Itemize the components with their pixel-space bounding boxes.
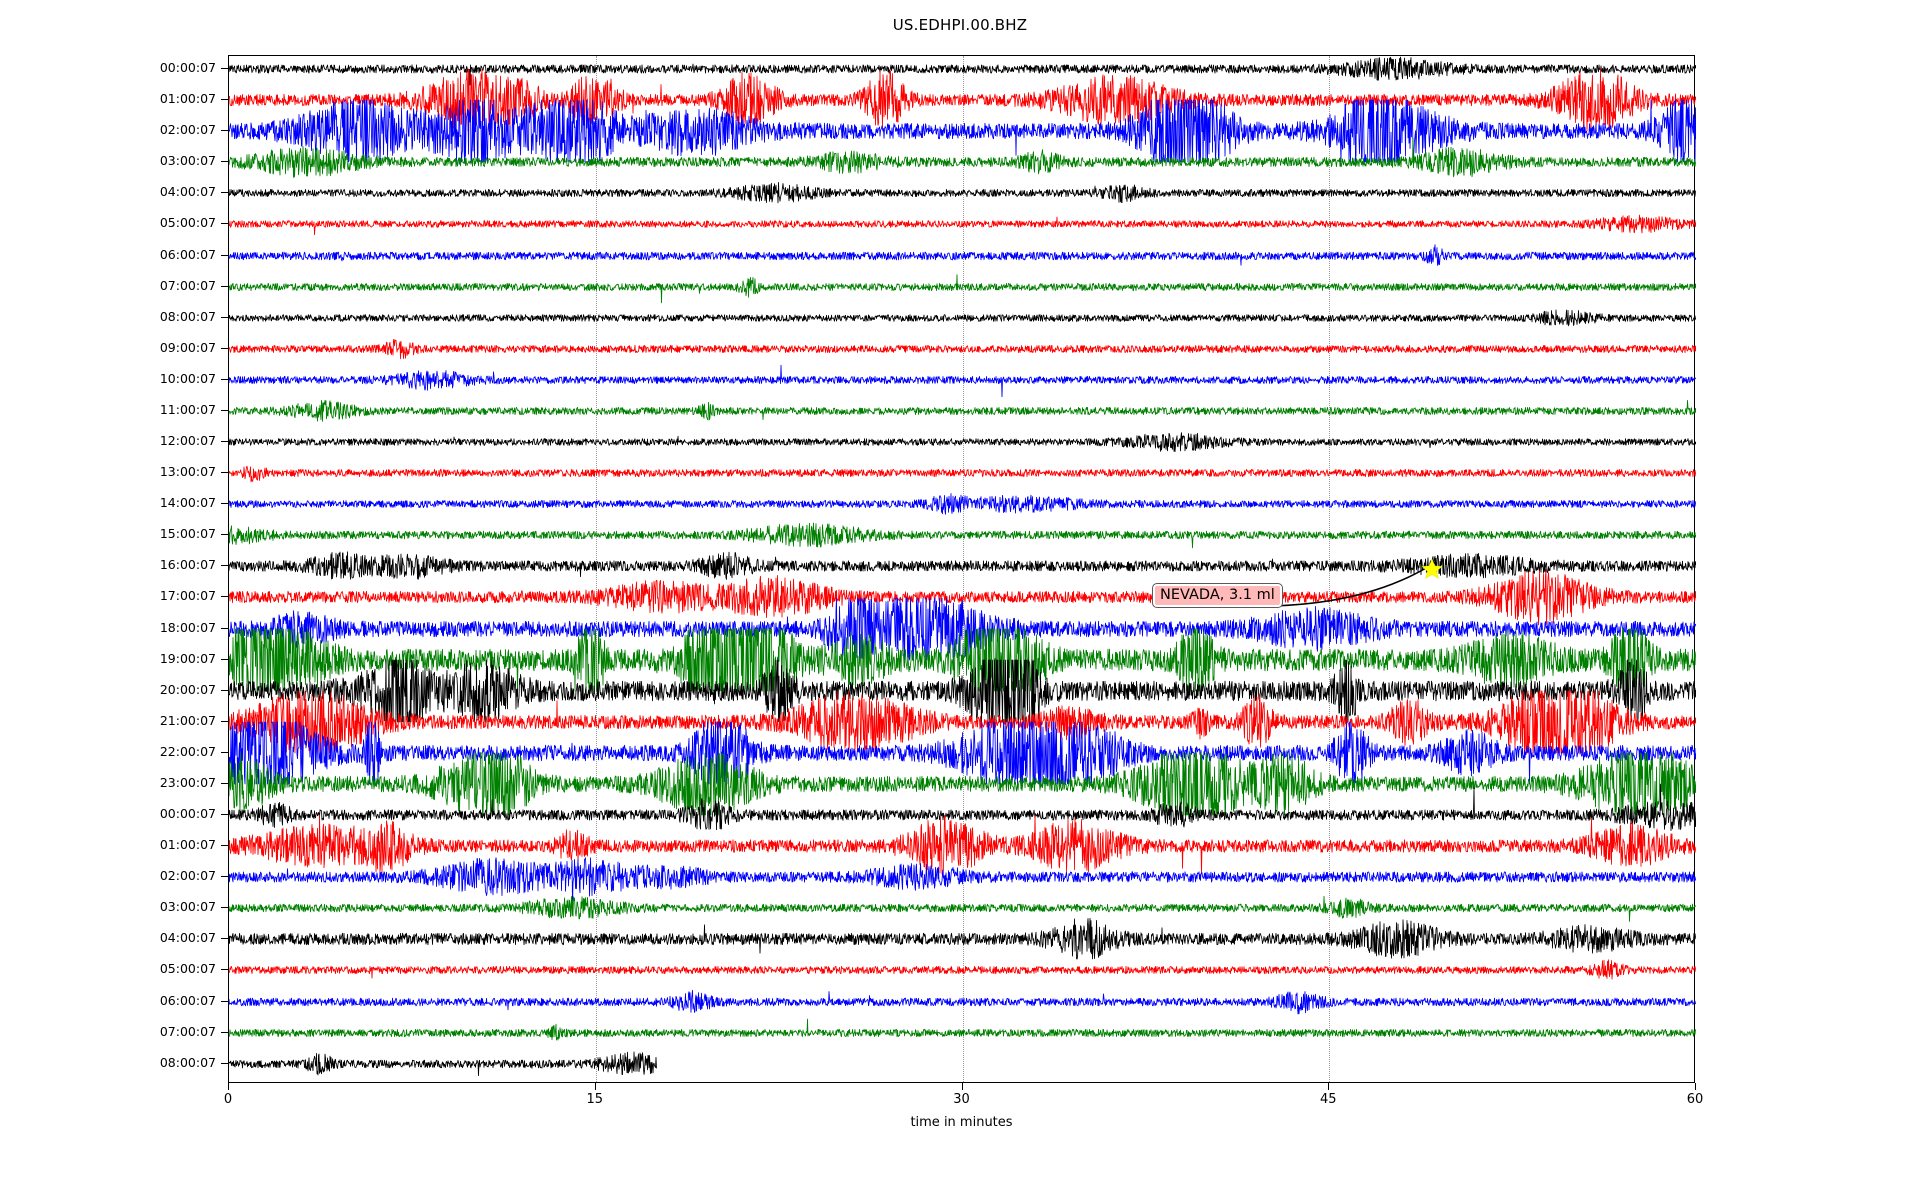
y-tick-mark (221, 627, 228, 629)
y-tick-mark (221, 441, 228, 443)
y-tick-label: 10:00:07 (159, 370, 216, 386)
y-tick-mark (221, 503, 228, 505)
x-tick-label: 60 (1686, 1092, 1704, 1107)
y-tick-mark (221, 1000, 228, 1002)
y-tick-mark (221, 845, 228, 847)
y-tick-label: 16:00:07 (159, 557, 216, 573)
x-tick-label: 0 (223, 1092, 233, 1107)
y-tick-mark (221, 720, 228, 722)
x-tick-label: 15 (586, 1092, 604, 1107)
y-tick-label: 08:00:07 (159, 1054, 216, 1070)
y-tick-mark (221, 534, 228, 536)
y-tick-mark (221, 907, 228, 909)
y-tick-label: 23:00:07 (159, 774, 216, 790)
y-tick-mark (221, 130, 228, 132)
y-tick-label: 11:00:07 (159, 401, 216, 417)
y-tick-label: 03:00:07 (159, 153, 216, 169)
y-tick-label: 06:00:07 (159, 246, 216, 262)
y-tick-label: 15:00:07 (159, 526, 216, 542)
x-tick-label: 45 (1319, 1092, 1337, 1107)
y-tick-label: 01:00:07 (159, 837, 216, 853)
y-tick-mark (221, 751, 228, 753)
y-tick-label: 17:00:07 (159, 588, 216, 604)
y-tick-label: 06:00:07 (159, 992, 216, 1008)
y-tick-mark (221, 876, 228, 878)
event-annotation-label[interactable]: NEVADA, 3.1 ml (1152, 583, 1283, 608)
y-tick-mark (221, 99, 228, 101)
y-tick-mark (221, 316, 228, 318)
y-tick-label: 19:00:07 (159, 650, 216, 666)
y-tick-label: 20:00:07 (159, 681, 216, 697)
y-tick-label: 22:00:07 (159, 743, 216, 759)
y-tick-mark (221, 782, 228, 784)
x-axis-label: time in minutes (910, 1115, 1013, 1130)
y-tick-label: 14:00:07 (159, 495, 216, 511)
y-tick-mark (221, 223, 228, 225)
y-tick-mark (221, 68, 228, 69)
y-tick-label: 13:00:07 (159, 464, 216, 480)
y-tick-mark (221, 472, 228, 474)
y-tick-mark (221, 658, 228, 660)
x-tick-mark (1328, 1083, 1330, 1090)
x-tick-mark (228, 1083, 229, 1090)
trace-canvas (229, 1031, 1696, 1096)
y-tick-label: 07:00:07 (159, 1023, 216, 1039)
y-tick-label: 05:00:07 (159, 215, 216, 231)
y-tick-label: 04:00:07 (159, 930, 216, 946)
y-tick-label: 07:00:07 (159, 277, 216, 293)
y-tick-mark (221, 254, 228, 256)
y-tick-label: 02:00:07 (159, 868, 216, 884)
trace-row (229, 1031, 1696, 1096)
y-tick-mark (221, 192, 228, 194)
y-tick-mark (221, 814, 228, 816)
y-tick-mark (221, 1062, 228, 1064)
y-tick-label: 05:00:07 (159, 961, 216, 977)
y-tick-mark (221, 689, 228, 691)
y-tick-mark (221, 969, 228, 971)
y-tick-label: 08:00:07 (159, 308, 216, 324)
y-tick-label: 01:00:07 (159, 91, 216, 107)
y-tick-label: 18:00:07 (159, 619, 216, 635)
x-tick-label: 30 (953, 1092, 970, 1107)
y-tick-label: 09:00:07 (159, 339, 216, 355)
y-tick-label: 03:00:07 (159, 899, 216, 915)
plot-axes-frame (228, 37, 1696, 1096)
y-tick-mark (221, 347, 228, 349)
y-tick-mark (221, 1031, 228, 1033)
y-tick-mark (221, 285, 228, 287)
y-tick-mark (221, 409, 228, 411)
page-title: US.EDHPI.00.BHZ (892, 16, 1028, 34)
y-tick-mark (221, 596, 228, 598)
y-tick-mark (221, 565, 228, 567)
y-tick-label: 00:00:07 (159, 60, 216, 75)
y-tick-label: 02:00:07 (159, 122, 216, 138)
y-tick-mark (221, 161, 228, 163)
y-tick-mark (221, 378, 228, 380)
y-tick-label: 00:00:07 (159, 806, 216, 822)
x-tick-mark (594, 1083, 596, 1090)
y-tick-label: 12:00:07 (159, 433, 216, 449)
event-annotation-text: NEVADA, 3.1 ml (1160, 587, 1275, 603)
x-tick-mark (961, 1083, 963, 1090)
y-tick-label: 21:00:07 (159, 712, 216, 728)
x-tick-mark (1695, 1083, 1696, 1090)
y-tick-label: 04:00:07 (159, 184, 216, 200)
y-tick-mark (221, 938, 228, 940)
